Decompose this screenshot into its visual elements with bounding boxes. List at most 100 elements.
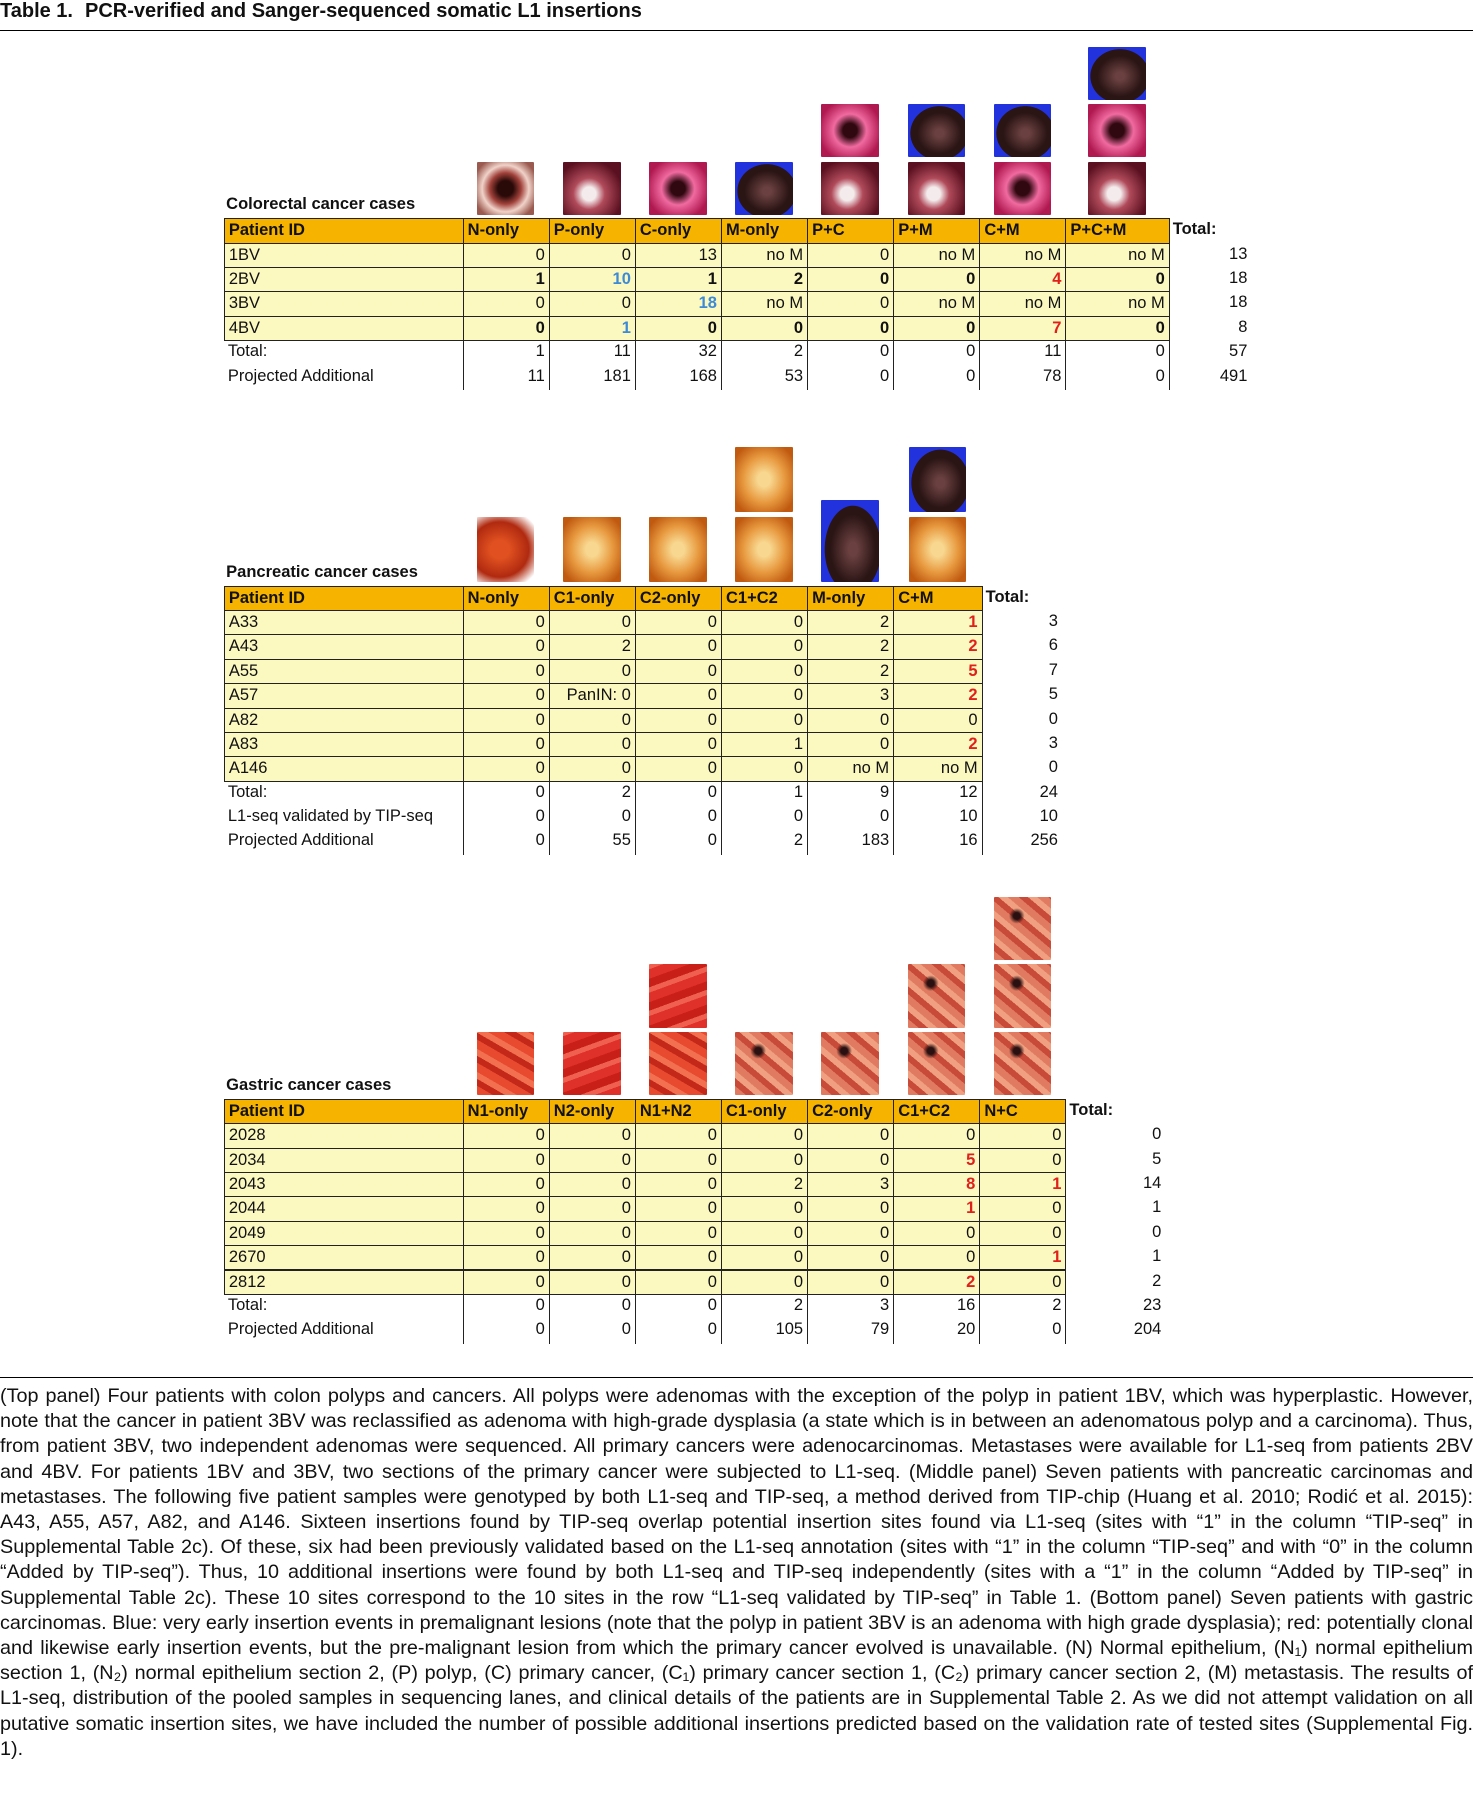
value-cell: 2 [893, 683, 983, 709]
value-cell: 0 [634, 1196, 722, 1222]
value-cell: 13 [634, 242, 722, 268]
specimen-photo [649, 1032, 707, 1096]
value-cell: 0 [634, 1245, 722, 1271]
value-cell: 1 [463, 340, 550, 366]
value-cell: 0 [807, 1269, 895, 1295]
value-cell: 11 [549, 340, 636, 366]
row-total: 0 [1152, 1222, 1162, 1241]
value-cell: 4 [979, 266, 1067, 293]
value-cell: 0 [721, 1196, 809, 1222]
value-cell: 181 [549, 364, 636, 390]
value-cell: 20 [893, 1318, 981, 1344]
value-cell: 2 [807, 658, 895, 685]
summary-label: Projected Additional [224, 364, 464, 390]
patient-id: A82 [223, 707, 464, 733]
value-cell: 2 [893, 634, 983, 660]
value-cell: 0 [721, 609, 809, 636]
header-cell: C2-only [807, 1098, 895, 1125]
value-cell: 0 [462, 1171, 550, 1198]
specimen-photo [477, 161, 535, 215]
total-header: Total: [1069, 1100, 1114, 1119]
table-number: Table 1. [0, 0, 73, 22]
specimen-photo [649, 516, 707, 583]
value-cell: 0 [807, 1196, 895, 1222]
specimen-photo [907, 1032, 965, 1096]
specimen-photo [735, 1032, 793, 1096]
value-cell: 0 [462, 1147, 550, 1173]
specimen-photo [821, 104, 879, 158]
value-cell: 53 [721, 364, 809, 390]
value-cell: 0 [549, 1318, 636, 1344]
value-cell: 1 [721, 731, 809, 758]
table-title: Table 1. PCR-verified and Sanger-sequence… [0, 0, 654, 23]
top-rule [0, 30, 1473, 31]
value-cell: no M [1065, 291, 1170, 317]
value-cell: 0 [462, 1196, 550, 1222]
caption: (Top panel) Four patients with colon pol… [0, 1385, 1473, 1760]
specimen-photo [1088, 104, 1146, 158]
value-cell: 8 [893, 1171, 981, 1198]
row-total: 3 [1048, 611, 1058, 630]
specimen-photo [1088, 47, 1146, 100]
header-cell: N-only [462, 585, 550, 611]
row-total: 256 [1030, 831, 1058, 850]
value-cell: 0 [979, 1196, 1067, 1222]
row-total: 24 [1039, 782, 1058, 801]
value-cell: 0 [462, 683, 550, 709]
value-cell: 0 [463, 780, 550, 807]
value-cell: 0 [548, 1245, 636, 1271]
patient-id: 2043 [223, 1171, 464, 1198]
value-cell: 3 [807, 683, 895, 709]
value-cell: 1 [979, 1245, 1067, 1271]
value-cell: 0 [807, 340, 895, 366]
row-total: 14 [1142, 1173, 1162, 1192]
value-cell: no M [807, 756, 895, 782]
value-cell: 0 [462, 658, 550, 685]
value-cell: 0 [462, 315, 550, 342]
row-total: 1 [1152, 1247, 1162, 1266]
value-cell: 0 [635, 805, 722, 831]
header-cell: P+C+M [1065, 218, 1170, 244]
header-cell: M-only [721, 218, 809, 244]
value-cell: 0 [1065, 364, 1170, 390]
header-cell: C2-only [634, 585, 722, 611]
specimen-photo [735, 161, 793, 215]
value-cell: 0 [462, 1269, 550, 1295]
value-cell: 183 [807, 829, 895, 855]
value-cell: 1 [721, 780, 809, 807]
row-total: 18 [1229, 268, 1248, 287]
value-cell: 0 [893, 315, 981, 342]
value-cell: 0 [462, 242, 550, 268]
value-cell: 55 [549, 829, 636, 855]
specimen-photo [908, 446, 967, 513]
row-total: 1 [1152, 1198, 1162, 1217]
row-total: 0 [1048, 709, 1058, 728]
header-cell: P+M [893, 218, 981, 244]
specimen-photo [993, 104, 1052, 158]
value-cell: 0 [893, 1123, 981, 1149]
summary-label: Total: [224, 340, 464, 366]
specimen-photo [908, 516, 967, 583]
value-cell: 9 [807, 780, 895, 807]
value-cell: 2 [807, 609, 895, 636]
row-total: 7 [1048, 660, 1058, 679]
summary-label: Total: [224, 780, 464, 807]
patient-id: 2BV [223, 266, 464, 293]
value-cell: no M [979, 242, 1067, 268]
value-cell: 0 [893, 364, 981, 390]
value-cell: 0 [548, 1123, 636, 1149]
value-cell: 0 [634, 1147, 722, 1173]
value-cell: 0 [635, 780, 722, 807]
value-cell: 0 [807, 1123, 895, 1149]
specimen-photo [563, 161, 621, 215]
value-cell: 0 [807, 315, 895, 342]
value-cell: 0 [463, 829, 550, 855]
value-cell: 18 [634, 291, 722, 317]
header-cell: C1-only [548, 585, 636, 611]
value-cell: no M [893, 291, 981, 317]
value-cell: 0 [548, 1269, 636, 1295]
value-cell: 0 [807, 731, 895, 758]
row-total: 6 [1048, 636, 1058, 655]
patient-id: 2028 [223, 1123, 464, 1149]
